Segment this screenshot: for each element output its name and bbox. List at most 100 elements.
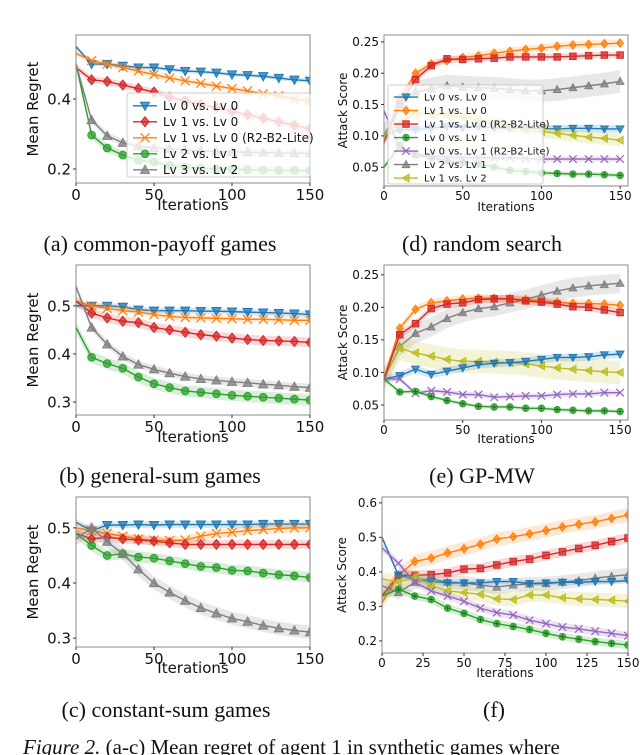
x-marker <box>615 388 625 397</box>
x-marker <box>505 392 515 401</box>
x-tick-label: 0 <box>378 656 386 670</box>
plus-shape <box>586 171 591 177</box>
plus-shape <box>602 172 607 178</box>
y-axis-label: Attack Score <box>335 537 349 613</box>
series-line <box>76 532 310 546</box>
diamond-marker <box>196 328 206 341</box>
triangle-up-marker <box>401 159 411 169</box>
y-tick-label: 0.15 <box>352 333 379 347</box>
legend-label: Lv 0 vs. Lv 0 <box>163 99 238 113</box>
tri-down-marker <box>304 310 310 321</box>
triangle-up-marker <box>615 76 625 85</box>
series-line <box>76 286 310 389</box>
x-tick-label: 150 <box>296 650 325 668</box>
circle-plus-marker <box>600 170 609 179</box>
triangle-up-marker <box>101 130 113 140</box>
tri-down-marker <box>164 65 175 75</box>
square-marker <box>396 330 404 339</box>
tri-down-marker <box>606 578 617 587</box>
plus-shape <box>609 641 614 646</box>
diamond-marker <box>443 547 452 558</box>
x-tick-label: 50 <box>455 423 470 437</box>
x-tick-label: 0 <box>380 423 388 437</box>
diamond-marker <box>227 332 237 344</box>
x-marker <box>227 527 237 538</box>
triangle-up-marker <box>489 301 499 311</box>
y-tick-label: 0.4 <box>47 90 71 108</box>
x-marker <box>211 81 222 92</box>
legend-item: Lv 1 vs. Lv 0 (R2-B2-Lite) <box>133 131 314 145</box>
x-marker <box>584 154 593 164</box>
tri-down-marker <box>557 578 568 588</box>
x-marker <box>443 591 452 601</box>
circle-marker <box>165 556 174 566</box>
tri-down-marker <box>139 101 151 112</box>
y-tick-label: 0.10 <box>352 366 379 380</box>
y-tick-label: 0.3 <box>358 600 377 614</box>
triangle-left-marker <box>426 351 435 361</box>
tri-down-marker <box>273 519 285 530</box>
tri-down-marker <box>179 66 191 77</box>
axes-frame <box>383 264 629 421</box>
y-tick-label: 0.25 <box>352 268 379 282</box>
diamond-marker <box>211 538 222 551</box>
legend-item: Lv 1 vs. Lv 0 <box>133 115 238 129</box>
square-marker <box>600 51 609 59</box>
series-line <box>384 378 621 398</box>
triangle-left-marker <box>573 594 583 604</box>
legend-label: Lv 1 vs. Lv 0 <box>163 115 238 129</box>
figure-caption-text: (a-c) Mean regret of agent 1 in syntheti… <box>100 735 560 755</box>
y-axis-label: Attack Score <box>336 73 350 149</box>
plus-shape <box>554 171 560 176</box>
x-marker <box>289 522 300 533</box>
y-tick-label: 0.5 <box>358 531 377 545</box>
x-tick-label: 50 <box>144 650 163 668</box>
diamond-marker <box>149 321 159 334</box>
x-axis-label: Iterations <box>157 659 229 677</box>
series-line <box>384 42 621 143</box>
diamond-marker <box>274 335 284 347</box>
series-green <box>384 377 624 416</box>
chart-d: 0 50 100 150 0.05 0.10 0.15 0.20 0.25 Iterations A… <box>336 34 632 214</box>
y-tick-label: 0.05 <box>352 398 379 412</box>
circle-marker <box>258 392 268 402</box>
circle-marker <box>140 149 150 159</box>
plus-shape <box>617 173 623 178</box>
x-marker <box>615 154 625 164</box>
diamond-marker <box>180 538 190 551</box>
legend-item: Lv 2 vs. Lv 1 <box>394 159 487 171</box>
tri-down-marker <box>458 364 468 373</box>
series-line <box>382 588 628 646</box>
x-axis-label: Iterations <box>157 196 229 214</box>
x-marker <box>117 305 128 316</box>
tri-down-marker <box>117 302 129 313</box>
std-band <box>382 567 628 600</box>
std-band <box>76 321 310 406</box>
tri-down-marker <box>426 578 436 587</box>
series-line <box>382 514 628 604</box>
x-axis-label: Iterations <box>477 432 534 446</box>
series-orange <box>382 508 628 610</box>
diamond-marker <box>118 315 128 327</box>
series-line <box>384 353 621 380</box>
circle-marker <box>102 551 112 560</box>
tri-down-marker <box>195 67 207 78</box>
tri-down-marker <box>475 579 486 588</box>
circle-plus-marker <box>427 392 435 401</box>
circle-plus-marker <box>458 399 467 408</box>
y-tick-label: 0.6 <box>358 496 377 510</box>
circle-plus-marker <box>616 171 624 180</box>
x-marker <box>525 615 534 625</box>
x-tick-label: 100 <box>218 186 247 204</box>
legend-item: Lv 0 vs. Lv 1 (R2-B2-Lite) <box>394 147 550 158</box>
square-marker <box>509 557 517 566</box>
x-tick-label: 100 <box>530 189 553 203</box>
circle-plus-marker <box>427 595 435 604</box>
triangle-up-marker <box>599 79 610 88</box>
x-marker <box>574 624 584 634</box>
diamond-marker <box>623 509 628 520</box>
circle-plus-marker <box>569 170 577 178</box>
series-purple <box>384 374 625 402</box>
x-tick-label: 150 <box>609 423 632 437</box>
